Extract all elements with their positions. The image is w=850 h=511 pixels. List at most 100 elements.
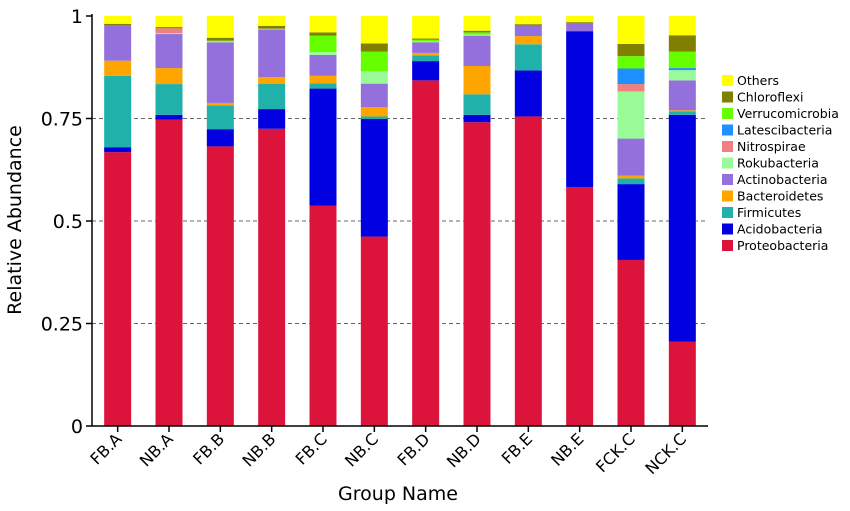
- bar-segment-actinobacteria: [566, 23, 594, 32]
- bar-segment-chloroflexi: [463, 30, 491, 33]
- x-tick-label: FCK.C: [592, 429, 639, 476]
- legend-label: Nitrospirae: [737, 139, 806, 154]
- y-tick-labels: 0 0.25 0.5 0.75 1: [41, 6, 83, 438]
- bar-segment-acidobacteria: [104, 147, 132, 153]
- bar-segment-others: [566, 16, 594, 23]
- bar-segment-bacteroidetes: [412, 52, 440, 56]
- x-tick-label: FB.E: [498, 429, 536, 467]
- bar-segment-bacteroidetes: [309, 75, 337, 84]
- bar-segment-verrucomicrobia: [206, 40, 234, 42]
- bar-segment-actinobacteria: [309, 54, 337, 76]
- legend-swatch: [722, 174, 733, 185]
- bar-segment-proteobacteria: [463, 122, 491, 426]
- bar-segment-others: [514, 16, 542, 25]
- y-tick-label: 0.5: [53, 211, 83, 233]
- x-axis-title: Group Name: [338, 483, 458, 505]
- bar-segment-proteobacteria: [104, 152, 132, 426]
- legend-swatch: [722, 157, 733, 169]
- bar-segment-bacteroidetes: [206, 102, 234, 106]
- bar-segment-bacteroidetes: [514, 36, 542, 45]
- bar-segment-firmicutes: [617, 178, 645, 185]
- bar-segment-chloroflexi: [104, 23, 132, 26]
- x-tick-label: NB.B: [238, 429, 279, 470]
- y-tick-label: 0.75: [41, 109, 83, 131]
- legend-swatch: [722, 124, 733, 136]
- legend-label: Proteobacteria: [737, 238, 828, 253]
- bar-segment-verrucomicrobia: [668, 51, 696, 69]
- bar-segment-acidobacteria: [617, 184, 645, 260]
- bar-segment-actinobacteria: [668, 80, 696, 111]
- bar-segment-actinobacteria: [617, 138, 645, 176]
- x-tick-label: FB.D: [393, 429, 433, 469]
- bar-segment-others: [617, 16, 645, 44]
- bar-segment-firmicutes: [412, 55, 440, 62]
- bar-segment-firmicutes: [514, 44, 542, 71]
- bar-segment-firmicutes: [258, 83, 286, 110]
- x-tick-label: FB.C: [292, 429, 331, 468]
- bar-segment-verrucomicrobia: [360, 51, 388, 72]
- bar-segment-rokubacteria: [309, 52, 337, 55]
- legend-swatch: [722, 190, 733, 202]
- legend-label: Rokubacteria: [737, 156, 819, 171]
- bar-segment-firmicutes: [463, 94, 491, 115]
- bar-segment-verrucomicrobia: [309, 35, 337, 53]
- bar-segment-actinobacteria: [463, 35, 491, 67]
- bar-segment-proteobacteria: [309, 205, 337, 426]
- legend-swatch: [722, 240, 733, 251]
- y-tick-label: 0: [71, 416, 83, 438]
- bar-segment-actinobacteria: [412, 42, 440, 53]
- legend-label: Acidobacteria: [737, 222, 823, 237]
- bar-segment-actinobacteria: [514, 25, 542, 37]
- bar-segment-chloroflexi: [206, 37, 234, 41]
- bar-segment-rokubacteria: [155, 33, 183, 35]
- legend-label: Firmicutes: [737, 205, 801, 220]
- y-tick-label: 0.25: [41, 314, 83, 336]
- legend-label: Actinobacteria: [737, 172, 827, 187]
- bar-segment-proteobacteria: [360, 236, 388, 426]
- bar-segment-bacteroidetes: [668, 110, 696, 112]
- bar-segment-firmicutes: [206, 105, 234, 130]
- legend-swatch: [722, 108, 733, 119]
- bar-segment-rokubacteria: [412, 41, 440, 43]
- bar-segment-rokubacteria: [668, 70, 696, 81]
- bar-segment-others: [206, 16, 234, 38]
- bar-segment-actinobacteria: [258, 29, 286, 78]
- bar-segment-latescibacteria: [617, 68, 645, 85]
- bar-segment-others: [360, 16, 388, 44]
- legend-swatch: [722, 91, 733, 103]
- bar-segment-acidobacteria: [412, 61, 440, 81]
- axes: [86, 14, 708, 432]
- x-tick-label: NB.D: [443, 429, 485, 471]
- bar-segment-rokubacteria: [617, 91, 645, 139]
- bar-segment-proteobacteria: [566, 186, 594, 426]
- bar-segment-rokubacteria: [258, 28, 286, 30]
- legend-label: Chloroflexi: [737, 90, 804, 105]
- x-tick-label: NB.A: [136, 429, 177, 470]
- bar-segment-others: [309, 16, 337, 33]
- bar-segment-proteobacteria: [514, 116, 542, 426]
- bar-segment-acidobacteria: [360, 118, 388, 237]
- bar-segment-chloroflexi: [668, 35, 696, 52]
- bar-segment-firmicutes: [104, 75, 132, 148]
- y-tick-label: 1: [71, 6, 83, 28]
- bar-segment-others: [104, 16, 132, 24]
- bar-segment-proteobacteria: [617, 259, 645, 426]
- grid-lines: [92, 118, 708, 324]
- legend-label: Bacteroidetes: [737, 189, 823, 204]
- x-tick-label: FB.A: [86, 429, 125, 468]
- bar-segment-proteobacteria: [155, 119, 183, 426]
- bar-segment-bacteroidetes: [617, 175, 645, 179]
- bar-segment-bacteroidetes: [463, 66, 491, 95]
- bar-segment-chloroflexi: [514, 24, 542, 26]
- legend-label: Others: [737, 73, 779, 88]
- bar-segment-acidobacteria: [309, 88, 337, 206]
- bar-segment-verrucomicrobia: [412, 39, 440, 42]
- legend-swatch: [722, 223, 733, 235]
- bar-segment-chloroflexi: [309, 32, 337, 36]
- bar-segment-nitrospirae: [155, 28, 183, 34]
- bar-segment-chloroflexi: [258, 25, 286, 29]
- bar-segment-chloroflexi: [566, 22, 594, 24]
- bar-segment-proteobacteria: [206, 146, 234, 426]
- bar-segment-acidobacteria: [155, 114, 183, 120]
